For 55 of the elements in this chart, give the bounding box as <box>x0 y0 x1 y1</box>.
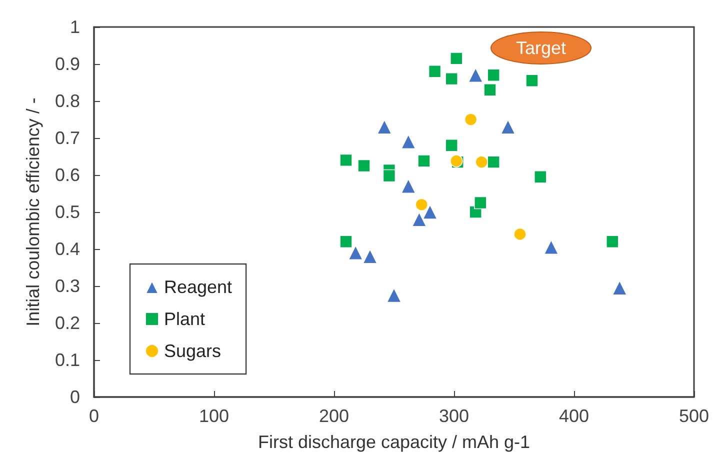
point <box>484 84 496 96</box>
point <box>401 134 416 150</box>
y-tick-label: 0.1 <box>54 350 80 370</box>
point <box>382 169 396 182</box>
y-tick-label: 0 <box>70 387 80 407</box>
point <box>340 235 352 248</box>
y-tick-label: 1 <box>70 17 80 37</box>
point <box>606 235 619 248</box>
point <box>386 288 402 303</box>
point <box>534 170 547 184</box>
point <box>412 212 427 227</box>
y-tick-label: 0.5 <box>54 202 80 222</box>
point <box>377 120 392 134</box>
y-axis-title: Initial coulombic efficiency / - <box>23 98 43 326</box>
y-tick-label: 0.7 <box>54 128 80 148</box>
point <box>401 178 416 194</box>
annotation: Target <box>516 38 566 58</box>
point <box>468 68 483 82</box>
point <box>428 65 442 78</box>
point <box>500 120 516 134</box>
y-tick-label: 0.9 <box>54 54 80 74</box>
point <box>362 249 378 264</box>
x-tick-label: 500 <box>678 406 710 426</box>
point <box>475 156 488 168</box>
legend-label: Sugars <box>164 341 222 361</box>
y-tick-label: 0.2 <box>54 313 80 333</box>
point <box>464 113 478 126</box>
point <box>526 74 538 88</box>
x-tick-label: 200 <box>318 406 350 426</box>
point <box>445 139 458 152</box>
point <box>514 228 526 241</box>
x-axis-title: First discharge capacity / mAh g-1 <box>258 432 530 452</box>
point <box>348 245 363 260</box>
point <box>612 280 627 296</box>
point <box>450 52 463 65</box>
y-tick-label: 0.8 <box>54 91 80 111</box>
point <box>487 68 500 82</box>
x-tick-label: 400 <box>558 406 590 426</box>
point <box>544 240 559 255</box>
point <box>422 204 438 220</box>
x-tick-label: 0 <box>88 406 100 426</box>
legend-label: Reagent <box>164 277 232 297</box>
point <box>418 154 430 168</box>
point <box>415 198 428 211</box>
point <box>340 154 352 167</box>
point <box>487 156 500 168</box>
legend-label: Plant <box>164 309 206 329</box>
y-tick-label: 0.4 <box>54 239 80 259</box>
x-tick-label: 300 <box>438 406 470 426</box>
point <box>358 159 370 172</box>
y-tick-label: 0.3 <box>54 276 80 296</box>
point <box>445 72 458 86</box>
point <box>474 196 487 210</box>
y-tick-label: 0.6 <box>54 165 80 185</box>
x-tick-label: 100 <box>198 406 230 426</box>
